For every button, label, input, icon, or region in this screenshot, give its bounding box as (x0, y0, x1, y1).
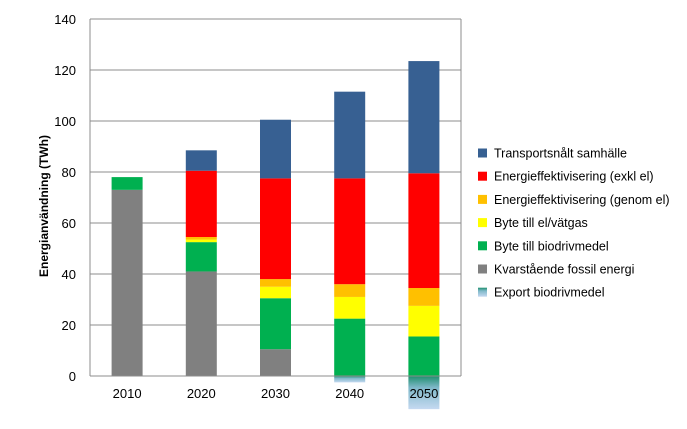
x-tick-labels: 2010 2020 2030 2040 2050 (113, 386, 439, 401)
bar-byte-till-biodrivmedel-2030 (260, 298, 291, 350)
bar-energieffektivisering-genom-el-2050 (408, 288, 440, 306)
axes (89, 19, 462, 377)
y-tick-label: 100 (54, 114, 76, 129)
x-tick-label: 2010 (113, 386, 142, 401)
bar-energieffektivisering-genom-el-2030 (260, 279, 291, 287)
bar-energieffektivisering-genom-el-2040 (334, 284, 366, 297)
bar-byte-till-el-vatgas-2050 (408, 305, 440, 337)
bar-energieffektivisering-exkl-el-2020 (185, 170, 217, 238)
y-tick-label: 120 (54, 63, 76, 78)
x-tick-label: 2040 (335, 386, 364, 401)
legend-swatch-kvarstaende-fossil-energi (478, 264, 487, 274)
legend-label-transportsnalt-samhalle: Transportsnålt samhälle (494, 147, 627, 161)
bar-byte-till-biodrivmedel-2020 (185, 242, 217, 272)
bar-kvarstaende-fossil-energi-2020 (185, 271, 217, 376)
legend-label-export-biodrivmedel: Export biodrivmedel (494, 286, 604, 300)
bar-energieffektivisering-genom-el-2020 (185, 237, 217, 240)
legend-label-byte-till-el-vatgas: Byte till el/vätgas (494, 216, 588, 230)
bar-energieffektivisering-exkl-el-2040 (334, 178, 366, 285)
bar-transportsnalt-samhalle-2040 (334, 91, 366, 179)
bar-energieffektivisering-exkl-el-2030 (260, 178, 291, 280)
bar-kvarstaende-fossil-energi-2010 (111, 189, 143, 376)
y-axis-label: Energianvändning (TWh) (37, 135, 51, 277)
bar-kvarstaende-fossil-energi-2030 (260, 349, 291, 376)
y-tick-label: 80 (62, 165, 76, 180)
legend-label-kvarstaende-fossil-energi: Kvarstående fossil energi (494, 263, 634, 277)
bar-export-biodrivmedel-2040 (334, 376, 366, 383)
bar-transportsnalt-samhalle-2050 (408, 61, 440, 174)
legend-label-energieffektivisering-genom-el: Energieffektivisering (genom el) (494, 193, 670, 207)
legend-swatch-energieffektivisering-genom-el (478, 194, 487, 204)
bar-byte-till-biodrivmedel-2010 (111, 177, 143, 190)
legend-swatch-energieffektivisering-exkl-el (478, 171, 487, 181)
y-tick-label: 20 (62, 318, 76, 333)
bar-transportsnalt-samhalle-2020 (185, 150, 217, 171)
legend-swatch-byte-till-biodrivmedel (478, 241, 487, 251)
bar-byte-till-el-vatgas-2030 (260, 286, 291, 299)
bar-byte-till-el-vatgas-2020 (185, 239, 217, 243)
x-tick-label: 2030 (261, 386, 290, 401)
bars (111, 61, 440, 410)
y-tick-label: 0 (69, 369, 76, 384)
bar-byte-till-biodrivmedel-2040 (334, 318, 366, 376)
y-tick-labels: 0 20 40 60 80 100 120 140 (54, 12, 76, 384)
bar-export-biodrivmedel-2050 (408, 376, 440, 410)
legend-swatch-byte-till-el-vatgas (478, 218, 487, 228)
legend: Transportsnålt samhälle Energieffektivise… (478, 147, 670, 300)
legend-label-byte-till-biodrivmedel: Byte till biodrivmedel (494, 239, 609, 253)
x-tick-label: 2050 (409, 386, 438, 401)
legend-swatch-transportsnalt-samhalle (478, 148, 487, 158)
legend-swatch-export-biodrivmedel (478, 287, 487, 297)
bar-byte-till-biodrivmedel-2050 (408, 336, 440, 376)
bar-transportsnalt-samhalle-2030 (260, 119, 291, 179)
y-tick-label: 60 (62, 216, 76, 231)
legend-label-energieffektivisering-exkl-el: Energieffektivisering (exkl el) (494, 170, 654, 184)
y-tick-label: 140 (54, 12, 76, 27)
x-tick-label: 2020 (187, 386, 216, 401)
bar-byte-till-el-vatgas-2040 (334, 296, 366, 319)
y-tick-label: 40 (62, 267, 76, 282)
bar-energieffektivisering-exkl-el-2050 (408, 173, 440, 289)
